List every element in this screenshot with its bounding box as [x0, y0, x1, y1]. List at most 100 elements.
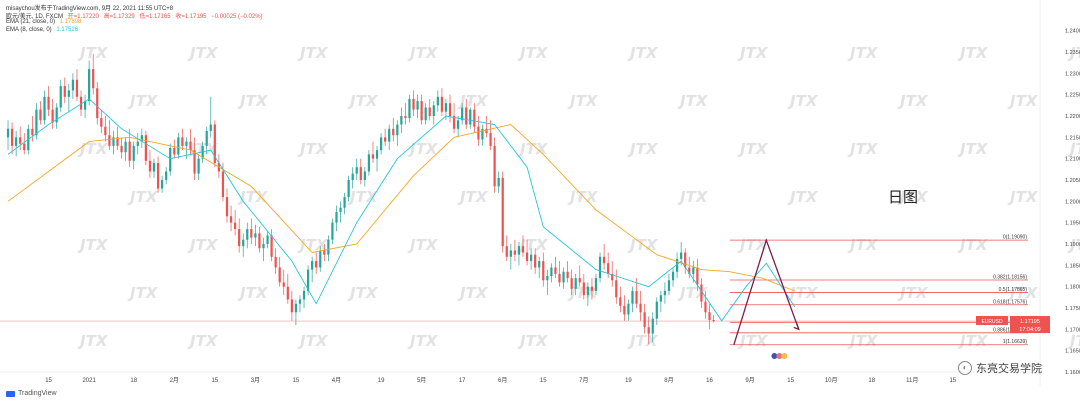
- candle-body: [165, 171, 168, 180]
- watermark-text: JTX: [347, 92, 379, 110]
- candle-body: [375, 150, 379, 159]
- candle-body: [367, 154, 371, 172]
- candle-body: [351, 173, 354, 180]
- price-tag-value: 1.17195: [1020, 319, 1040, 325]
- candle-body: [160, 180, 164, 189]
- watermark-text: JTX: [517, 44, 549, 62]
- candle-body: [416, 101, 419, 110]
- symbol-label[interactable]: 欧元/美元, 1D, FXCM: [6, 14, 64, 20]
- watermark-text: JTX: [957, 44, 989, 62]
- watermark-text: JTX: [787, 188, 819, 206]
- candle-body: [497, 177, 500, 187]
- ema21-legend[interactable]: EMA (21, close, 0) 1.17898: [6, 19, 84, 25]
- y-tick-label: 1.16500: [1065, 349, 1080, 355]
- candle-body: [392, 128, 395, 136]
- candle-body: [319, 250, 322, 268]
- watermark-text: JTX: [127, 92, 159, 110]
- candle-body: [51, 109, 54, 123]
- y-tick-label: 1.19500: [1065, 221, 1080, 227]
- candle-body: [404, 116, 407, 119]
- x-tick-label: 19: [378, 378, 385, 384]
- candle-body: [270, 235, 273, 257]
- candle-body: [233, 222, 237, 230]
- fib-level-label: 0.618(1.17576): [993, 299, 1027, 305]
- candle-body: [513, 250, 517, 255]
- wechat-icon: ◐: [958, 361, 972, 375]
- candle-body: [688, 267, 691, 274]
- candle-body: [692, 267, 695, 274]
- ema21-line: [7, 124, 795, 292]
- ema8-legend[interactable]: EMA (8, close, 0) 1.17526: [6, 27, 81, 33]
- candle-body: [6, 128, 10, 138]
- candle-body: [124, 141, 127, 153]
- y-tick-label: 1.18000: [1065, 285, 1080, 291]
- x-tick-label: 15: [45, 378, 52, 384]
- candle-body: [509, 250, 512, 257]
- candle-body: [469, 109, 472, 125]
- x-tick-label: 2月: [170, 377, 179, 384]
- candle-body: [302, 290, 306, 300]
- watermark-text: JTX: [957, 332, 989, 350]
- watermark-text: JTX: [897, 284, 929, 302]
- watermark-text: JTX: [627, 44, 659, 62]
- candle-body: [152, 162, 156, 172]
- candle-body: [412, 98, 415, 110]
- watermark-text: JTX: [957, 140, 989, 158]
- candle-body: [704, 301, 707, 313]
- candle-body: [63, 86, 66, 97]
- candle-body: [590, 286, 594, 291]
- candle-body: [594, 278, 598, 291]
- x-tick-label: 8月: [664, 377, 673, 384]
- watermark-text: JTX: [77, 140, 109, 158]
- day-chart-label: 日图: [888, 189, 919, 206]
- candle-body: [140, 135, 143, 142]
- candle-body: [286, 286, 289, 300]
- watermark-text: JTX: [567, 92, 599, 110]
- candle-body: [440, 96, 444, 112]
- event-icon: [771, 353, 778, 359]
- candle-body: [554, 267, 557, 274]
- candle-body: [384, 137, 387, 142]
- candle-body: [306, 269, 310, 291]
- candle-body: [331, 222, 334, 240]
- ema8-line: [7, 98, 796, 322]
- candle-body: [359, 167, 362, 180]
- candle-body: [457, 120, 460, 129]
- candle-body: [485, 128, 488, 134]
- watermark-text: JTX: [517, 332, 549, 350]
- x-tick-label: 11月: [906, 377, 918, 384]
- candle-body: [282, 282, 285, 287]
- watermark-text: JTX: [1067, 236, 1080, 254]
- watermark-text: JTX: [77, 44, 109, 62]
- source-label: 东亮交易学院: [976, 363, 1042, 375]
- candle-body: [108, 135, 111, 146]
- x-tick-label: 3月: [251, 377, 260, 384]
- candle-body: [542, 261, 545, 281]
- candle-body: [607, 263, 610, 274]
- candle-body: [59, 86, 62, 108]
- x-tick-label: 4月: [332, 377, 341, 384]
- watermark-text: JTX: [737, 236, 769, 254]
- watermark-text: JTX: [847, 140, 879, 158]
- candle-body: [343, 197, 346, 208]
- candle-body: [643, 312, 646, 328]
- candle-body: [246, 229, 249, 240]
- low-value: 低=1.17165: [139, 14, 171, 20]
- watermark-text: JTX: [847, 44, 879, 62]
- candle-body: [55, 107, 58, 123]
- candle-body: [602, 256, 606, 264]
- watermark-text: JTX: [407, 140, 439, 158]
- watermark-text: JTX: [127, 188, 159, 206]
- x-tick-label: 10月: [825, 377, 838, 384]
- candle-body: [96, 88, 99, 119]
- candle-body: [31, 128, 34, 136]
- candle-body: [517, 246, 521, 255]
- fib-level-label: 0.382(1.18156): [993, 275, 1027, 281]
- candle-body: [298, 299, 302, 304]
- watermark-text: JTX: [297, 140, 329, 158]
- candle-body: [432, 105, 435, 116]
- candle-body: [132, 145, 135, 161]
- candle-body: [274, 256, 277, 268]
- watermark-text: JTX: [627, 140, 659, 158]
